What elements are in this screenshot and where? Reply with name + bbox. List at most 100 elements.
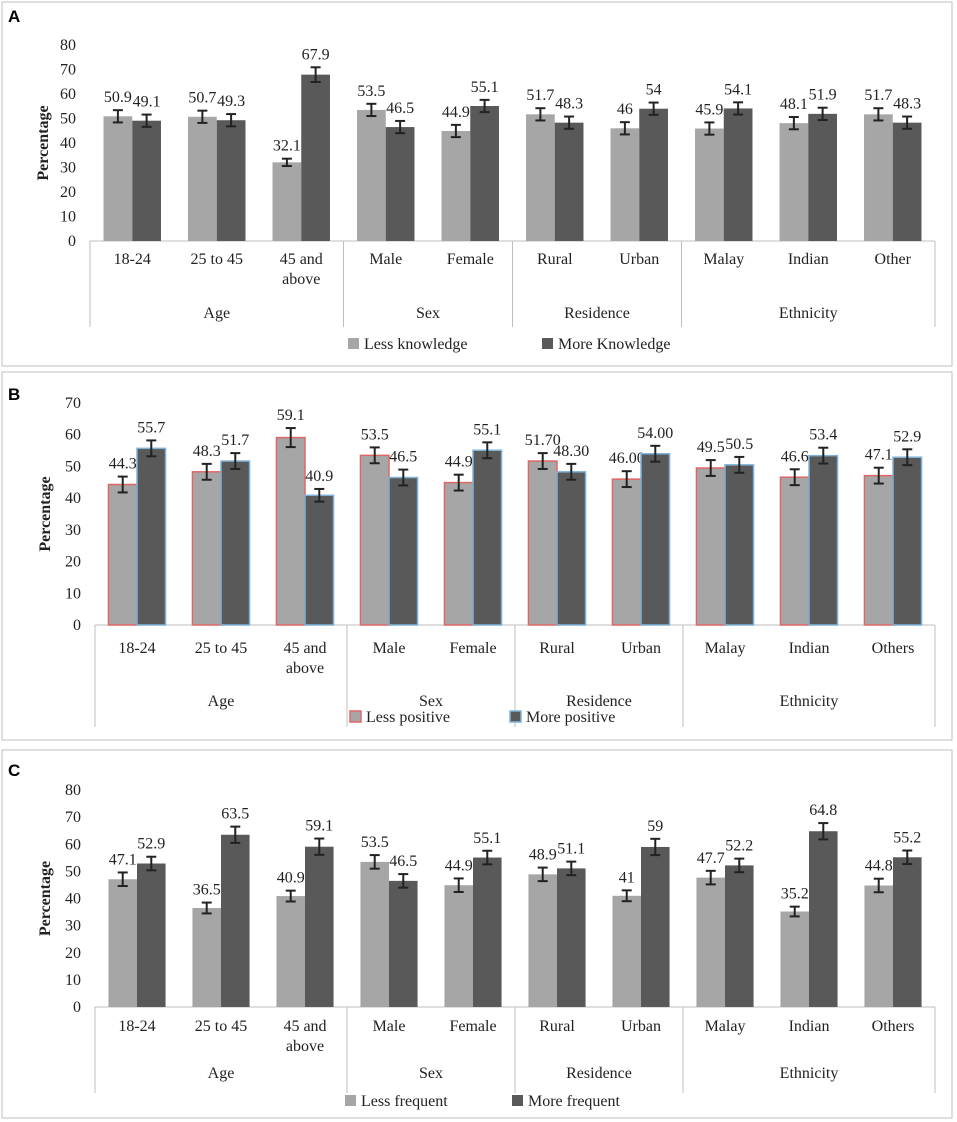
data-label: 48.3 — [193, 443, 221, 460]
bar-more — [725, 865, 754, 1007]
data-label: 45.9 — [695, 101, 723, 118]
group-label: Sex — [419, 693, 443, 710]
chart-b: B 0 10 20 30 40 50 60 70 Percentage 44.3 48.3 59.1 53… — [1, 371, 953, 741]
bar-more — [808, 454, 839, 626]
bar-more — [305, 846, 334, 1007]
group-label: Ethnicity — [780, 1065, 839, 1082]
bar-more — [724, 464, 755, 626]
data-label: 47.1 — [109, 851, 137, 868]
bar-more — [557, 868, 586, 1007]
group-label: Ethnicity — [779, 305, 838, 322]
data-label: 48.3 — [555, 96, 583, 113]
y-tick-label: 80 — [60, 37, 76, 54]
data-label: 51.7 — [526, 87, 554, 104]
group-label: Residence — [564, 305, 630, 322]
category-label: Rural — [539, 640, 575, 657]
data-label: 53.5 — [357, 83, 385, 100]
legend-swatch-less — [349, 710, 362, 723]
bar-less — [357, 109, 386, 241]
legend-swatch-less — [345, 1095, 356, 1106]
chart-c: C 0 10 20 30 40 50 60 70 80 Percentage 47.1 36.5 40.9… — [1, 749, 953, 1119]
data-label: 46.6 — [781, 448, 809, 465]
bar-less — [779, 476, 810, 626]
data-label: 48.9 — [529, 847, 557, 864]
data-label: 46.5 — [389, 853, 417, 870]
category-label: Other — [875, 251, 912, 268]
panel-b: B 0 10 20 30 40 50 60 70 Percentage 44.3 48.3 59.1 53… — [0, 370, 957, 742]
data-label: 48.1 — [780, 96, 808, 113]
bar-more — [640, 452, 671, 626]
y-tick-label: 50 — [60, 111, 76, 128]
y-tick-label: 60 — [65, 836, 81, 853]
data-label: 55.1 — [471, 79, 499, 96]
data-label: 50.7 — [188, 90, 216, 107]
data-label: 40.9 — [305, 468, 333, 485]
y-tick-label: 20 — [60, 184, 76, 201]
bar-more — [641, 846, 670, 1007]
data-label: 49.5 — [697, 439, 725, 456]
category-label: Male — [373, 640, 406, 657]
data-label: 53.4 — [809, 427, 837, 444]
category-label: Rural — [539, 1018, 575, 1035]
bar-more — [472, 449, 503, 626]
bar-less — [188, 116, 217, 241]
category-label: Indian — [789, 640, 830, 657]
bar-more — [809, 831, 838, 1007]
category-label: Male — [373, 1018, 406, 1035]
data-label: 64.8 — [809, 802, 837, 819]
data-label: 53.5 — [361, 834, 389, 851]
legend-label-less: Less knowledge — [364, 336, 468, 353]
bar-less — [359, 454, 390, 626]
bar-more — [892, 122, 922, 241]
category-label: Indian — [789, 1018, 830, 1035]
data-label: 35.2 — [781, 886, 809, 903]
category-label: 45 and above — [280, 251, 323, 288]
data-label: 44.9 — [445, 857, 473, 874]
bar-less — [610, 128, 640, 241]
data-label: 44.8 — [865, 858, 893, 875]
category-label: 18-24 — [114, 251, 151, 268]
bar-less — [611, 478, 642, 626]
category-label: Indian — [788, 251, 829, 268]
bar-less — [272, 162, 302, 241]
bar-less — [695, 128, 724, 241]
group-label: Residence — [566, 1065, 632, 1082]
category-label: Others — [872, 1018, 915, 1035]
bar-less — [191, 471, 222, 626]
y-tick-label: 80 — [65, 782, 81, 799]
data-label: 48.30 — [553, 443, 589, 460]
bar-more — [388, 476, 419, 626]
bar-less — [527, 460, 558, 626]
legend-swatch-less — [348, 338, 359, 349]
data-label: 55.1 — [473, 830, 501, 847]
bar-more — [137, 863, 166, 1007]
data-label: 59.1 — [277, 407, 305, 424]
legend-label-more: More positive — [526, 709, 615, 726]
bar-more — [221, 834, 250, 1007]
group-label: Sex — [419, 1065, 443, 1082]
bar-more — [385, 127, 415, 241]
category-label: Urban — [621, 640, 661, 657]
category-label: Urban — [621, 1018, 661, 1035]
category-label: 25 to 45 — [195, 640, 247, 657]
y-tick-label: 30 — [60, 160, 76, 177]
data-label: 44.3 — [109, 456, 137, 473]
bar-less — [779, 123, 809, 241]
y-tick-label: 60 — [60, 86, 76, 103]
category-label: Malay — [705, 1018, 746, 1035]
group-label: Sex — [416, 305, 440, 322]
y-tick-label: 40 — [60, 135, 76, 152]
category-label: 25 to 45 — [191, 251, 243, 268]
data-label: 36.5 — [193, 882, 221, 899]
data-label: 51.1 — [557, 841, 585, 858]
data-label: 55.2 — [893, 829, 921, 846]
bar-less — [864, 885, 893, 1007]
bar-less — [103, 116, 133, 241]
y-axis-title: Percentage — [37, 476, 54, 551]
bar-less — [275, 436, 306, 626]
data-label: 44.9 — [442, 104, 470, 121]
data-label: 51.70 — [525, 432, 561, 449]
bar-more — [554, 122, 584, 241]
data-label: 54 — [646, 82, 662, 99]
y-tick-label: 10 — [60, 209, 76, 226]
